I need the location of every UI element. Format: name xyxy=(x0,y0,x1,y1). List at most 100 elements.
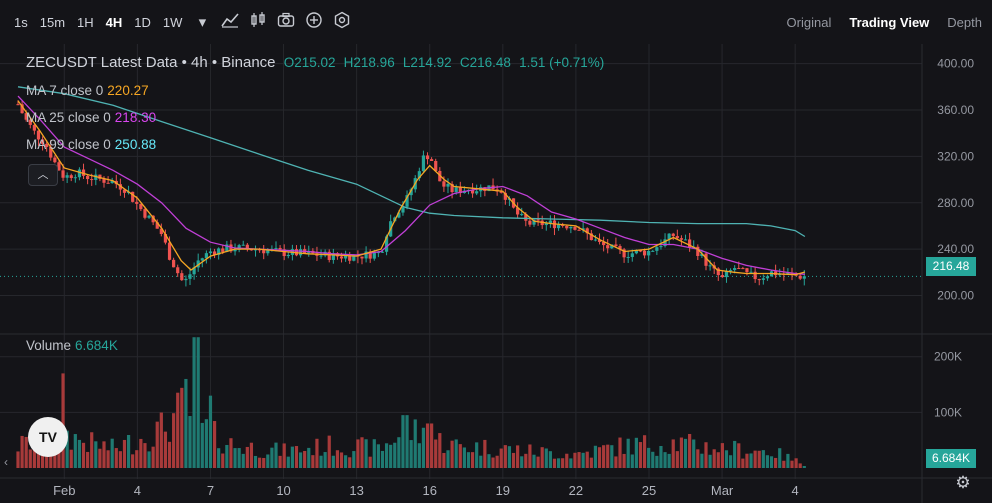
candle-body xyxy=(110,180,114,184)
candle-body xyxy=(688,239,692,248)
chevron-down-icon[interactable]: ▾ xyxy=(198,14,207,31)
scroll-left-icon[interactable]: ‹ xyxy=(4,455,8,469)
price-tick-label: 280.00 xyxy=(937,196,974,210)
ma99-value: 250.88 xyxy=(114,137,157,152)
volume-value: 6.684K xyxy=(75,338,118,353)
volume-bar xyxy=(135,450,139,468)
time-tick-label: Mar xyxy=(711,483,734,498)
volume-bar xyxy=(184,378,188,468)
indicator-chart-icon[interactable] xyxy=(216,12,244,32)
candle-body xyxy=(585,228,589,234)
candle-body xyxy=(253,249,258,251)
candle-body xyxy=(61,170,65,178)
ma99-line xyxy=(17,86,806,238)
volume-bar xyxy=(696,449,700,468)
timeframe-1w[interactable]: 1W xyxy=(162,14,183,30)
volume-bar xyxy=(114,448,118,468)
candle-body xyxy=(454,187,458,193)
volume-bar xyxy=(155,421,159,468)
volume-bar xyxy=(389,444,393,468)
candle-body xyxy=(532,219,536,225)
ohlc-open: O215.02 xyxy=(283,55,336,70)
timeframe-4h[interactable]: 4H xyxy=(105,14,123,30)
volume-bar xyxy=(188,416,192,468)
candle-body xyxy=(151,215,155,223)
candle-body xyxy=(245,244,249,249)
volume-bar xyxy=(225,444,229,468)
volume-bar xyxy=(540,447,544,468)
ma7-value: 220.27 xyxy=(107,83,149,98)
ma25-label: MA 25 close 0 xyxy=(26,110,111,125)
volume-bar xyxy=(237,448,241,468)
volume-bar xyxy=(622,453,626,468)
symbol-legend: ZECUSDT Latest Data • 4h • Binance O215.… xyxy=(26,54,604,71)
candle-body xyxy=(368,251,372,259)
volume-bar xyxy=(61,373,65,468)
candle-body xyxy=(708,265,712,267)
volume-bar xyxy=(536,456,540,468)
volume-bar xyxy=(462,447,466,468)
settings-hex-icon[interactable] xyxy=(328,11,356,33)
candle-body xyxy=(802,276,806,279)
candle-body xyxy=(233,249,237,252)
volume-bar xyxy=(749,453,753,468)
ma25-value: 218.30 xyxy=(114,110,157,125)
candle-body xyxy=(331,253,335,260)
volume-bar xyxy=(180,387,184,468)
candle-body xyxy=(716,268,720,276)
gear-icon[interactable]: ⚙ xyxy=(955,473,971,492)
candle-body xyxy=(86,175,90,180)
candle-body xyxy=(159,228,163,235)
camera-icon[interactable] xyxy=(272,12,300,32)
candle-body xyxy=(425,155,430,160)
price-chart[interactable]: 400.00 360.00 320.00 280.00 240.00 200.00 200K… xyxy=(0,44,992,503)
volume-bar xyxy=(229,438,233,468)
ma25-legend[interactable]: MA 25 close 0 218.30 xyxy=(26,110,156,125)
timeframe-1d[interactable]: 1D xyxy=(134,14,151,30)
candle-body xyxy=(90,179,94,181)
tab-original[interactable]: Original xyxy=(786,14,832,30)
volume-bar xyxy=(278,455,282,468)
candle-body xyxy=(208,251,213,254)
volume-bar xyxy=(753,450,757,468)
time-tick-label: 4 xyxy=(134,483,141,498)
volume-bar xyxy=(405,415,409,468)
candle-body xyxy=(45,143,49,147)
volume-bar xyxy=(335,450,340,468)
tab-depth[interactable]: Depth xyxy=(947,14,982,30)
timeframe-15m[interactable]: 15m xyxy=(39,14,66,30)
ma99-legend[interactable]: MA 99 close 0 250.88 xyxy=(26,137,156,152)
add-circle-icon[interactable] xyxy=(300,11,328,33)
volume-bar xyxy=(454,439,458,468)
volume-bar xyxy=(339,452,344,468)
volume-bar xyxy=(20,435,24,468)
tradingview-logo[interactable]: TV xyxy=(28,417,68,457)
volume-bar xyxy=(569,458,573,468)
volume-bar xyxy=(397,437,401,468)
candle-body xyxy=(536,219,540,221)
time-tick-label: 4 xyxy=(792,483,799,498)
candle-body xyxy=(237,245,241,250)
candle-body xyxy=(630,253,634,257)
volume-bar xyxy=(393,442,397,468)
volume-bar xyxy=(163,431,168,468)
volume-bar xyxy=(548,451,552,468)
collapse-legend-button[interactable]: ︿ xyxy=(28,164,58,186)
volume-bar xyxy=(573,452,577,468)
volume-bar xyxy=(303,450,307,468)
volume-bar xyxy=(131,454,135,468)
volume-bar xyxy=(16,451,20,468)
candle-body xyxy=(798,275,802,279)
timeframe-1s[interactable]: 1s xyxy=(14,14,28,30)
volume-bar xyxy=(266,454,270,468)
tab-trading-view[interactable]: Trading View xyxy=(849,14,930,30)
volume-bar xyxy=(86,451,90,468)
candle-body xyxy=(98,174,102,179)
ma7-legend[interactable]: MA 7 close 0 220.27 xyxy=(26,83,149,98)
volume-bar xyxy=(258,457,262,468)
timeframe-1h[interactable]: 1H xyxy=(77,14,94,30)
candle-body xyxy=(679,238,684,240)
volume-bar xyxy=(597,447,602,468)
candles-icon[interactable] xyxy=(244,12,272,32)
volume-bar xyxy=(323,452,327,468)
